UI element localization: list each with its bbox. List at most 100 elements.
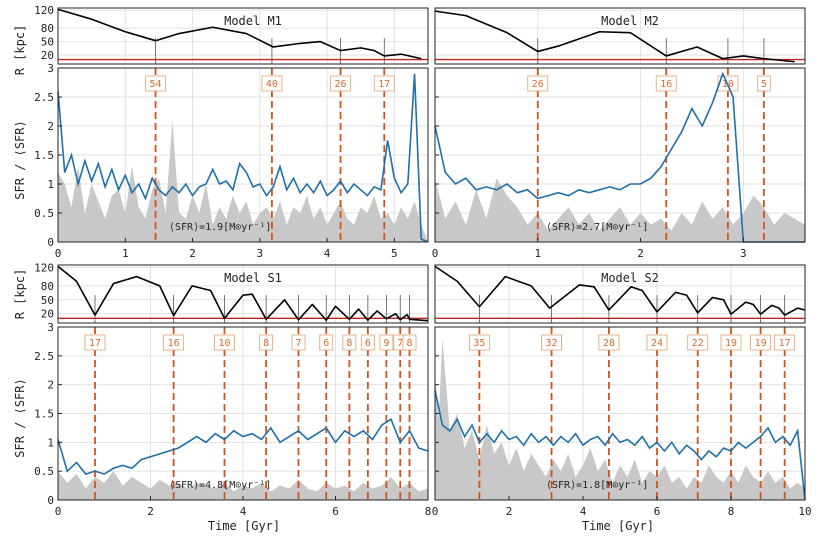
orbit-ytick-label: 80 [41,280,54,293]
pericenter-label-box [291,334,306,351]
gas-area [58,471,428,500]
mean-sfr-label: ⟨SFR⟩=2.7[M⊙yr⁻¹] [546,222,648,233]
pericenter-label-box [402,334,417,351]
pericenter-label: 7 [397,338,403,349]
panel-title: Model S1 [224,271,282,285]
xtick-label: 8 [425,505,432,518]
pericenter-label-box [720,334,742,351]
pericenter-label-box [259,334,274,351]
xtick-label: 3 [740,247,747,260]
pericenter-label: 8 [406,338,412,349]
pericenter-label: 16 [168,338,180,349]
pericenter-label: 26 [532,79,544,90]
xtick-label: 2 [506,505,513,518]
xlabel-right: Time [Gyr] [582,519,654,533]
sfr-ytick-label: 2.5 [34,350,54,363]
sfr-ytick-label: 3 [47,62,54,75]
panel-title: Model M1 [224,14,282,28]
sfr-ytick-label: 0 [47,236,54,249]
xtick-label: 4 [324,247,331,260]
pericenter-label-box [598,334,620,351]
xtick-label: 8 [728,505,735,518]
pericenter-label-box [145,75,166,92]
panel-title: Model S2 [601,271,659,285]
pericenter-label: 19 [755,338,767,349]
xtick-label: 6 [332,505,339,518]
ylabel-bottom-left-lower: SFR / ⟨SFR⟩ [13,378,27,457]
sfr-line [434,71,805,243]
xlabel-left: Time [Gyr] [208,519,280,533]
orbit-ytick-label: 20 [41,308,54,321]
pericenter-label-box [84,334,106,351]
pericenter-label: 40 [266,79,278,90]
sfr-ytick-label: 0.5 [34,207,54,220]
pericenter-label-box [756,75,771,92]
pericenter-label: 9 [383,338,389,349]
pericenter-label: 17 [779,338,791,349]
pericenter-label-box [527,75,549,92]
xtick-label: 1 [122,247,129,260]
xtick-label: 3 [257,247,264,260]
pericenter-label-box [330,75,351,92]
pericenter-label-box [655,75,677,92]
pericenter-label: 10 [218,338,230,349]
orbit-line [57,8,422,60]
orbit-ytick-label: 20 [41,49,54,62]
pericenter-label: 19 [725,338,737,349]
gas-area [58,120,428,242]
pericenter-label-box [214,334,235,351]
orbit-ytick-label: 80 [41,22,54,35]
orbit-axes-frame [434,7,806,65]
pericenter-label-box [750,334,771,351]
orbit-ytick-label: 50 [41,294,54,307]
mean-sfr-label: ⟨SFR⟩=1.8[M⊙yr⁻¹] [546,480,648,491]
xtick-label: 0 [432,505,439,518]
xtick-label: 4 [580,505,587,518]
pericenter-label-box [379,334,394,351]
sfr-ytick-label: 3 [47,321,54,334]
xtick-label: 6 [654,505,661,518]
sfr-ytick-label: 2 [47,120,54,133]
panel-title: Model M2 [601,14,659,28]
ylabel-top-left-upper: R [kpc] [13,25,27,76]
pericenter-label: 6 [365,338,371,349]
pericenter-label-box [687,334,709,351]
orbit-ytick-label: 120 [34,4,54,17]
pericenter-label: 24 [651,338,663,349]
sfr-ytick-label: 1 [47,178,54,191]
pericenter-label: 8 [346,338,352,349]
xtick-label: 10 [798,505,811,518]
pericenter-label-box [774,334,796,351]
pericenter-label: 6 [323,338,329,349]
sfr-ytick-label: 0.5 [34,465,54,478]
xtick-label: 0 [55,247,62,260]
pericenter-label-box [163,334,185,351]
sfr-line [57,418,429,475]
orbit-axes-frame [57,7,429,65]
orbit-line [434,265,806,316]
pericenter-label: 32 [546,338,558,349]
sfr-ytick-label: 1 [47,436,54,449]
pericenter-label: 7 [295,338,301,349]
pericenter-label-box [261,75,283,92]
pericenter-label: 16 [660,79,672,90]
pericenter-label-box [342,334,357,351]
orbit-line [57,265,429,322]
sfr-ytick-label: 2 [47,379,54,392]
xtick-label: 0 [432,247,439,260]
xtick-label: 0 [55,505,62,518]
pericenter-label-box [319,334,334,351]
pericenter-label-box [468,334,490,351]
pericenter-label: 17 [378,79,390,90]
sfr-ytick-label: 1.5 [34,408,54,421]
gas-area [435,178,805,242]
pericenter-label-box [646,334,668,351]
pericenter-label: 28 [603,338,615,349]
pericenter-label: 5 [761,79,767,90]
ylabel-top-left-lower: R [kpc] [13,269,27,320]
pericenter-label: 17 [89,338,101,349]
xtick-label: 2 [147,505,154,518]
pericenter-label-box [373,75,395,92]
